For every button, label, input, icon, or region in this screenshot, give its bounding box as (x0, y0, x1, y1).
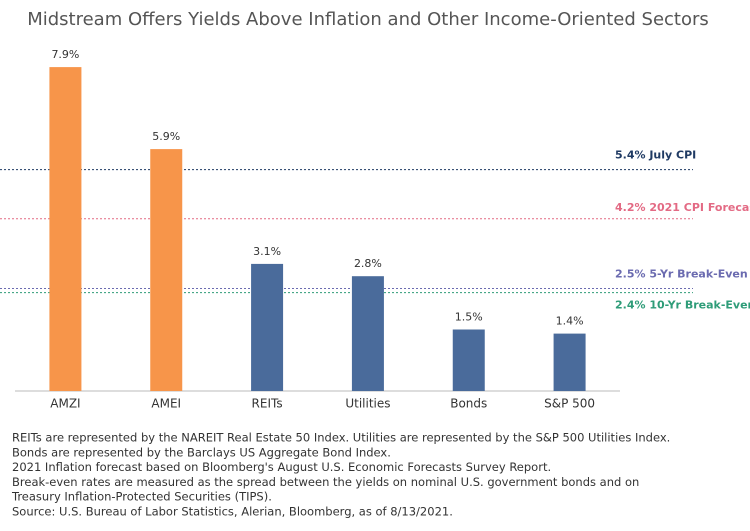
value-label: 3.1% (253, 245, 281, 258)
bar (49, 67, 82, 391)
value-label: 5.9% (152, 130, 180, 143)
reference-label: 2.5% 5-Yr Break-Even (615, 268, 748, 281)
reference-label: 2.4% 10-Yr Break-Even (615, 299, 750, 312)
bar (150, 149, 183, 391)
x-tick-label: S&P 500 (544, 397, 595, 411)
footnote: Break-even rates are measured as the spr… (12, 475, 639, 489)
bar (251, 263, 284, 391)
x-tick-label: Utilities (345, 397, 390, 411)
chart-title: Midstream Offers Yields Above Inflation … (27, 9, 709, 30)
footnote: Source: U.S. Bureau of Labor Statistics,… (12, 505, 453, 519)
x-tick-label: AMEI (151, 397, 181, 411)
footnote: Treasury Inflation-Protected Securities … (11, 490, 272, 504)
x-tick-label: AMZI (50, 397, 80, 411)
footnote: 2021 Inflation forecast based on Bloombe… (12, 460, 551, 474)
value-label: 7.9% (51, 48, 79, 61)
footnote: Bonds are represented by the Barclays US… (12, 445, 391, 459)
bar (452, 329, 485, 391)
value-label: 1.4% (556, 315, 584, 328)
value-label: 2.8% (354, 257, 382, 270)
bar (351, 276, 384, 391)
bar (553, 333, 586, 391)
value-label: 1.5% (455, 311, 483, 324)
reference-label: 4.2% 2021 CPI Forecast (615, 201, 750, 214)
x-tick-label: REITs (252, 397, 283, 411)
x-tick-label: Bonds (450, 397, 487, 411)
reference-label: 5.4% July CPI (615, 149, 696, 162)
footnote: REITs are represented by the NAREIT Real… (12, 431, 670, 445)
